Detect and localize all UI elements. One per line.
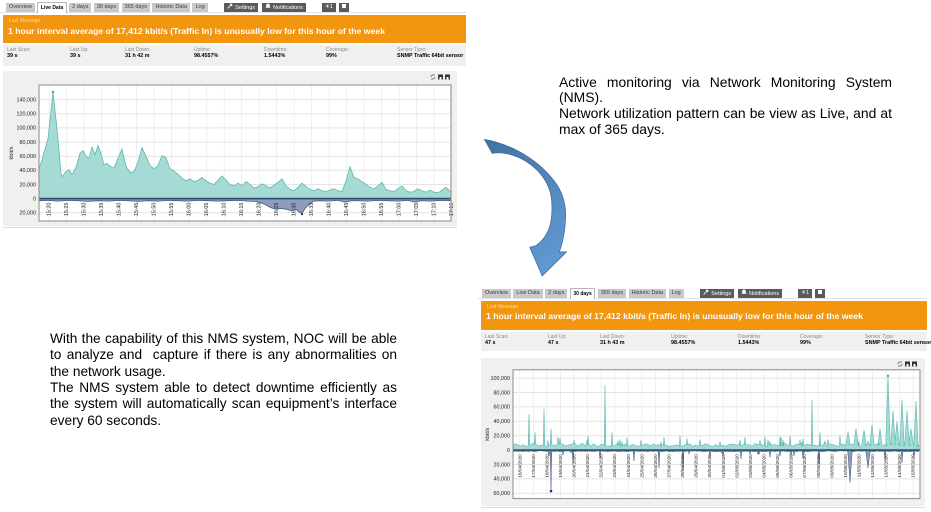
svg-text:29/04/2020: 29/04/2020 [694,454,699,478]
svg-text:24/04/2020: 24/04/2020 [626,454,631,478]
svg-text:16:05: 16:05 [204,203,210,217]
svg-text:0: 0 [33,196,36,202]
svg-text:60,000: 60,000 [494,405,511,411]
svg-text:17:15: 17:15 [449,203,455,217]
svg-text:15:55: 15:55 [169,203,175,217]
svg-text:15:20: 15:20 [47,203,53,217]
svg-text:17:05: 17:05 [414,203,420,217]
svg-text:20,000: 20,000 [494,462,511,468]
svg-text:16/04/2020: 16/04/2020 [517,454,522,478]
svg-text:20/04/2020: 20/04/2020 [572,454,577,478]
svg-text:17:10: 17:10 [432,203,438,217]
svg-text:04/05/2020: 04/05/2020 [762,454,767,478]
svg-text:18/04/2020: 18/04/2020 [544,454,549,478]
svg-text:19/04/2020: 19/04/2020 [558,454,563,478]
svg-text:15:45: 15:45 [134,203,140,217]
svg-text:21/04/2020: 21/04/2020 [585,454,590,478]
svg-text:11/05/2020: 11/05/2020 [856,454,861,478]
svg-text:40,000: 40,000 [494,419,511,425]
svg-text:16:55: 16:55 [379,203,385,217]
svg-text:20,000: 20,000 [20,211,37,217]
svg-text:20,000: 20,000 [20,182,37,188]
svg-text:02/05/2020: 02/05/2020 [734,454,739,478]
svg-text:16:15: 16:15 [239,203,245,217]
svg-text:22/04/2020: 22/04/2020 [599,454,604,478]
svg-text:kbit/s: kbit/s [485,427,491,440]
svg-text:17:00: 17:00 [397,203,403,217]
svg-text:40,000: 40,000 [20,168,37,174]
svg-text:08/05/2020: 08/05/2020 [816,454,821,478]
svg-text:30/04/2020: 30/04/2020 [707,454,712,478]
svg-text:12/05/2020: 12/05/2020 [870,454,875,478]
svg-text:15:40: 15:40 [117,203,123,217]
svg-text:0: 0 [507,448,510,454]
svg-text:15:30: 15:30 [82,203,88,217]
svg-text:kbit/s: kbit/s [9,146,15,159]
svg-text:07/05/2020: 07/05/2020 [802,454,807,478]
svg-text:23/04/2020: 23/04/2020 [612,454,617,478]
svg-text:25/04/2020: 25/04/2020 [639,454,644,478]
svg-text:09/05/2020: 09/05/2020 [829,454,834,478]
svg-text:16:50: 16:50 [362,203,368,217]
svg-text:16:45: 16:45 [344,203,350,217]
svg-text:100,000: 100,000 [17,126,37,132]
svg-text:13/05/2020: 13/05/2020 [884,454,889,478]
svg-text:26/04/2020: 26/04/2020 [653,454,658,478]
svg-text:60,000: 60,000 [20,154,37,160]
svg-text:27/04/2020: 27/04/2020 [667,454,672,478]
svg-text:80,000: 80,000 [20,140,37,146]
svg-text:120,000: 120,000 [17,112,37,118]
svg-text:03/05/2020: 03/05/2020 [748,454,753,478]
svg-text:16:40: 16:40 [327,203,333,217]
svg-text:16:10: 16:10 [222,203,228,217]
svg-text:14/05/2020: 14/05/2020 [897,454,902,478]
svg-text:28/04/2020: 28/04/2020 [680,454,685,478]
svg-text:15:35: 15:35 [99,203,105,217]
svg-text:17/04/2020: 17/04/2020 [531,454,536,478]
svg-text:60,000: 60,000 [494,491,511,497]
svg-text:40,000: 40,000 [494,477,511,483]
svg-text:16:20: 16:20 [257,203,263,217]
svg-text:15/05/2020: 15/05/2020 [911,454,916,478]
svg-text:16:25: 16:25 [274,203,280,217]
svg-text:80,000: 80,000 [494,390,511,396]
svg-text:15:25: 15:25 [64,203,70,217]
svg-text:100,000: 100,000 [491,376,511,382]
svg-text:16:00: 16:00 [187,203,193,217]
svg-text:10/05/2020: 10/05/2020 [843,454,848,478]
svg-text:20,000: 20,000 [494,434,511,440]
svg-text:140,000: 140,000 [17,98,37,104]
svg-text:15:50: 15:50 [152,203,158,217]
svg-text:16:30: 16:30 [292,203,298,217]
svg-text:05/05/2020: 05/05/2020 [775,454,780,478]
svg-text:01/05/2020: 01/05/2020 [721,454,726,478]
svg-text:06/05/2020: 06/05/2020 [789,454,794,478]
svg-text:16:35: 16:35 [309,203,315,217]
